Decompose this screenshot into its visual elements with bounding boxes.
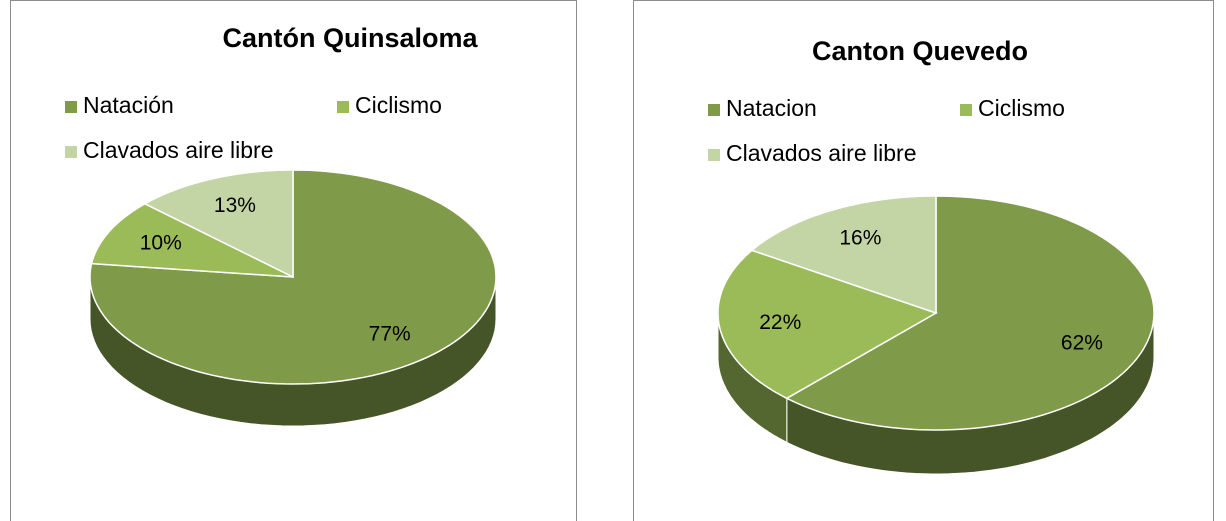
legend-swatch [65,101,77,113]
pie-slice [750,195,937,315]
data-label: 10% [140,232,182,255]
pie-slice [90,202,294,278]
legend-swatch [960,104,972,116]
legend-label: Natacion [726,95,817,121]
legend-swatch [65,146,77,158]
pie-slice [143,169,294,279]
legend-label: Ciclismo [355,92,442,118]
data-label: 13% [214,194,256,217]
data-label: 77% [369,322,411,345]
legend-label: Clavados aire libre [726,140,916,166]
pie-slice [717,249,938,400]
data-label: 16% [839,227,881,250]
legend-label: Natación [83,92,174,118]
pie-slice [785,195,1155,431]
legend-label: Clavados aire libre [83,137,273,163]
data-label: 62% [1061,332,1103,355]
legend-label: Ciclismo [978,95,1065,121]
legend-swatch [337,101,349,113]
chart-title: Cantón Quinsaloma [222,23,478,53]
legend-swatch [708,104,720,116]
chart-title: Canton Quevedo [812,36,1028,66]
data-label: 22% [759,311,801,334]
legend-swatch [708,149,720,161]
